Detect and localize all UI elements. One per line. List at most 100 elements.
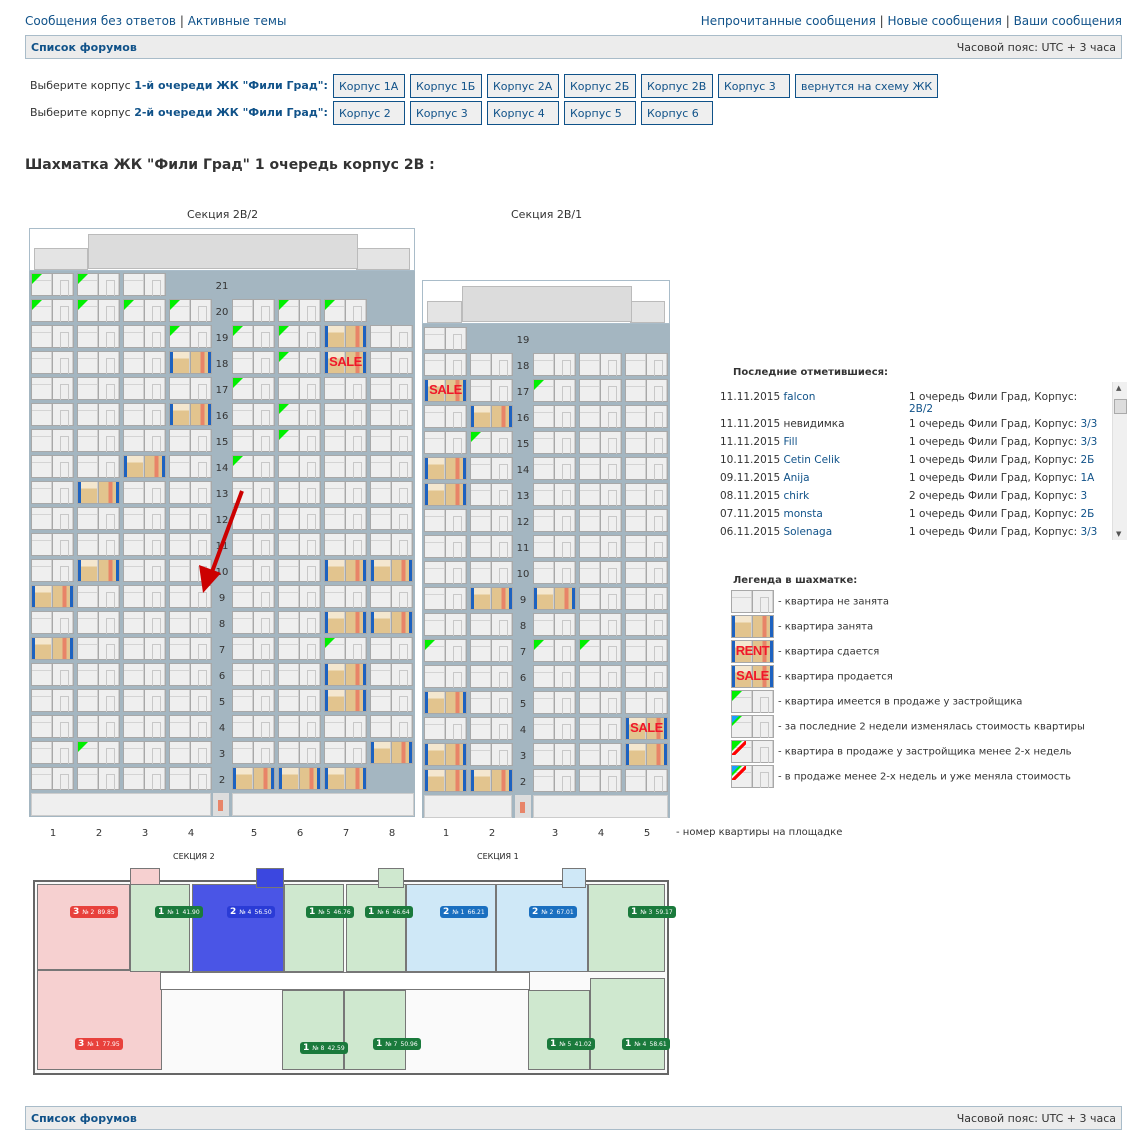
apartment-cell[interactable] — [424, 587, 467, 610]
apartment-cell[interactable] — [232, 689, 275, 712]
apartment-cell[interactable] — [533, 509, 576, 532]
apartment-cell[interactable] — [324, 689, 367, 712]
apartment-cell[interactable] — [424, 353, 467, 376]
apartment-cell[interactable] — [424, 717, 467, 740]
apartment-cell[interactable] — [324, 715, 367, 738]
apartment-cell[interactable] — [169, 325, 212, 348]
apartment-cell[interactable] — [278, 559, 321, 582]
apartment-cell[interactable] — [324, 325, 367, 348]
apartment-cell[interactable] — [324, 377, 367, 400]
apartment-cell[interactable] — [625, 743, 668, 766]
apartment-cell[interactable] — [278, 377, 321, 400]
apartment-cell[interactable] — [625, 483, 668, 506]
apartment-cell[interactable] — [77, 715, 120, 738]
apartment-cell[interactable] — [123, 585, 166, 608]
apartment-cell[interactable] — [370, 585, 413, 608]
apartment-cell[interactable] — [625, 431, 668, 454]
apartment-badge[interactable]: 1 № 8 42.59 — [300, 1042, 348, 1054]
apartment-cell[interactable] — [278, 507, 321, 530]
apartment-cell[interactable] — [533, 483, 576, 506]
apartment-cell[interactable] — [232, 663, 275, 686]
apartment-cell[interactable] — [625, 457, 668, 480]
apartment-cell[interactable] — [77, 507, 120, 530]
apartment-cell[interactable] — [31, 767, 74, 790]
apartment-cell[interactable] — [324, 637, 367, 660]
apartment-cell[interactable] — [169, 455, 212, 478]
apartment-cell[interactable] — [625, 639, 668, 662]
apartment-cell[interactable] — [77, 403, 120, 426]
korpus-button[interactable]: Корпус 5 — [564, 101, 636, 125]
floorplan-room[interactable] — [192, 884, 284, 972]
apartment-cell[interactable] — [470, 353, 513, 376]
apartment-cell[interactable] — [625, 665, 668, 688]
apartment-cell[interactable] — [77, 351, 120, 374]
apartment-cell[interactable] — [232, 767, 275, 790]
forum-list-link[interactable]: Список форумов — [31, 41, 137, 54]
apartment-cell[interactable] — [278, 611, 321, 634]
back-to-scheme-button[interactable]: вернутся на схему ЖК — [795, 74, 939, 98]
apartment-cell[interactable] — [625, 405, 668, 428]
apartment-badge[interactable]: 1 № 3 59.17 — [628, 906, 676, 918]
apartment-cell[interactable] — [278, 481, 321, 504]
apartment-cell[interactable] — [31, 273, 74, 296]
apartment-cell[interactable] — [370, 481, 413, 504]
apartment-cell[interactable] — [579, 483, 622, 506]
apartment-cell[interactable] — [77, 611, 120, 634]
korpus-button[interactable]: Корпус 2 — [333, 101, 405, 125]
apartment-cell[interactable] — [169, 637, 212, 660]
floorplan-room[interactable] — [378, 868, 404, 888]
korpus-button[interactable]: Корпус 2В — [641, 74, 713, 98]
apartment-cell[interactable] — [232, 325, 275, 348]
apartment-badge[interactable]: 1 № 1 41.90 — [155, 906, 203, 918]
korpus-button[interactable]: Корпус 6 — [641, 101, 713, 125]
floorplan-room[interactable] — [562, 868, 586, 888]
apartment-cell[interactable] — [169, 481, 212, 504]
apartment-cell[interactable] — [579, 379, 622, 402]
korpus-button[interactable]: Корпус 3 — [718, 74, 790, 98]
apartment-cell[interactable] — [625, 691, 668, 714]
apartment-cell[interactable] — [470, 457, 513, 480]
apartment-badge[interactable]: 1 № 5 41.02 — [547, 1038, 595, 1050]
apartment-cell[interactable] — [533, 457, 576, 480]
apartment-cell[interactable] — [579, 665, 622, 688]
apartment-cell[interactable] — [579, 587, 622, 610]
apartment-cell[interactable] — [232, 377, 275, 400]
apartment-cell[interactable] — [625, 353, 668, 376]
korpus-link[interactable]: 2Б — [1080, 454, 1095, 466]
apartment-cell[interactable] — [77, 559, 120, 582]
apartment-cell[interactable] — [232, 585, 275, 608]
visitor-user-link[interactable]: Fill — [783, 436, 798, 448]
apartment-cell[interactable] — [370, 351, 413, 374]
apartment-cell[interactable] — [579, 405, 622, 428]
apartment-badge[interactable]: 3 № 1 77.95 — [75, 1038, 123, 1050]
apartment-cell[interactable] — [123, 325, 166, 348]
apartment-cell[interactable] — [579, 743, 622, 766]
floorplan-room[interactable] — [130, 884, 190, 972]
visitor-user-link[interactable]: chirk — [783, 490, 810, 502]
apartment-cell[interactable] — [123, 429, 166, 452]
apartment-cell[interactable] — [123, 689, 166, 712]
apartment-cell[interactable] — [31, 559, 74, 582]
floorplan-room[interactable] — [160, 972, 530, 990]
apartment-cell[interactable] — [370, 403, 413, 426]
korpus-link[interactable]: 3 — [1080, 490, 1088, 502]
apartment-cell[interactable] — [324, 741, 367, 764]
apartment-cell[interactable] — [278, 429, 321, 452]
apartment-cell[interactable] — [424, 639, 467, 662]
apartment-cell[interactable] — [31, 533, 74, 556]
apartment-cell[interactable] — [123, 611, 166, 634]
apartment-cell[interactable] — [370, 741, 413, 764]
apartment-cell[interactable] — [370, 455, 413, 478]
apartment-cell[interactable] — [31, 377, 74, 400]
apartment-cell[interactable] — [470, 561, 513, 584]
apartment-cell[interactable] — [278, 325, 321, 348]
apartment-cell[interactable] — [278, 689, 321, 712]
apartment-badge[interactable]: 2 № 2 67.01 — [529, 906, 577, 918]
apartment-cell[interactable] — [31, 585, 74, 608]
apartment-cell[interactable] — [424, 613, 467, 636]
apartment-cell[interactable] — [31, 299, 74, 322]
apartment-cell[interactable] — [77, 429, 120, 452]
apartment-cell[interactable] — [169, 403, 212, 426]
apartment-cell[interactable] — [370, 325, 413, 348]
apartment-cell[interactable] — [77, 585, 120, 608]
